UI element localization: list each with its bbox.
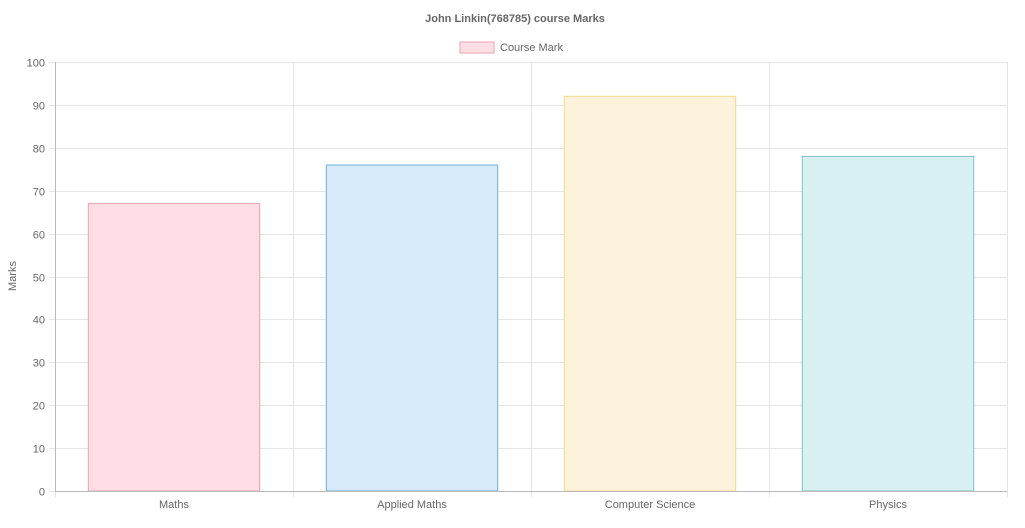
bar-applied-maths[interactable] [325,164,499,492]
y-tick-label: 30 [33,358,45,370]
legend-label[interactable]: Course Mark [500,42,563,54]
y-tick-label: 20 [33,401,45,413]
y-tick-label: 0 [39,487,45,499]
chart-title: John Linkin(768785) course Marks [425,13,605,25]
y-tick-label: 10 [33,444,45,456]
axes [55,62,1007,492]
y-tick-label: 60 [33,230,45,242]
x-tick-label: Computer Science [605,499,696,511]
y-axis-ticks: 0 10 20 30 40 50 60 70 80 90 100 [27,58,45,499]
y-tick-label: 100 [27,58,45,70]
bar-maths[interactable] [87,203,261,492]
y-tick-label: 90 [33,101,45,113]
x-axis-ticks: Maths Applied Maths Computer Science Physic… [159,499,907,511]
bar-physics[interactable] [801,155,975,492]
legend[interactable]: Course Mark [459,41,563,54]
legend-swatch[interactable] [459,41,495,54]
x-tick-label: Maths [159,499,189,511]
y-tick-label: 70 [33,187,45,199]
x-tick-label: Applied Maths [377,499,447,511]
y-tick-label: 40 [33,315,45,327]
bar-computer-science[interactable] [563,95,737,492]
x-tick-label: Physics [869,499,907,511]
y-tick-label: 80 [33,144,45,156]
y-axis-title: Marks [7,261,19,291]
bars [87,95,975,492]
y-tick-label: 50 [33,273,45,285]
